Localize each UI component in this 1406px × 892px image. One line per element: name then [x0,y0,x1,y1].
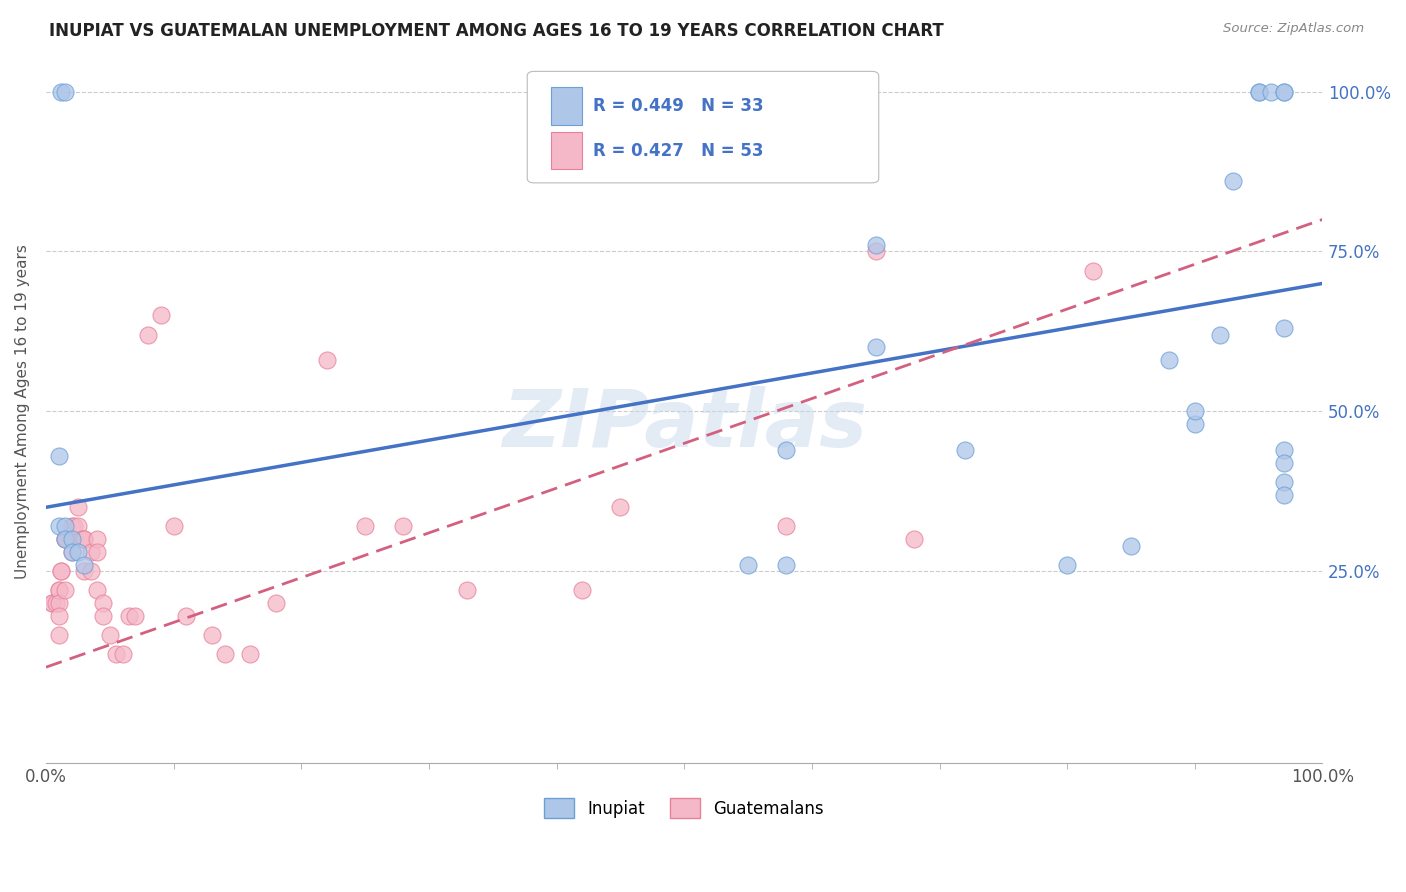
Point [214,648,236,662]
Point [63,519,86,533]
Point [1272,475,1295,489]
Point [98,628,121,642]
Point [800,85,823,99]
Point [79,564,101,578]
Text: R = 0.427   N = 53: R = 0.427 N = 53 [593,142,763,160]
Point [111,648,134,662]
Point [105,648,128,662]
Point [45,596,67,610]
Point [48,609,70,624]
Point [1184,404,1206,418]
Point [86,533,108,547]
Point [1272,85,1295,99]
Point [73,533,96,547]
Point [53,533,76,547]
Point [66,500,89,515]
Point [93,596,115,610]
Point [60,519,83,533]
Point [53,533,76,547]
Point [1222,174,1244,188]
Point [73,558,96,572]
Point [1081,263,1104,277]
Point [953,442,976,457]
Point [51,564,73,578]
Point [66,545,89,559]
Point [775,519,797,533]
Point [41,596,63,610]
Point [60,545,83,559]
Point [239,648,262,662]
Point [73,533,96,547]
Point [1247,85,1270,99]
Y-axis label: Unemployment Among Ages 16 to 19 years: Unemployment Among Ages 16 to 19 years [15,244,30,579]
Point [775,442,797,457]
Point [48,583,70,598]
Point [1184,417,1206,432]
Point [264,596,287,610]
Point [456,583,478,598]
Point [93,609,115,624]
Point [865,244,887,259]
Point [865,340,887,354]
Point [60,533,83,547]
Point [1272,442,1295,457]
Point [201,628,224,642]
Point [1272,85,1295,99]
Point [79,545,101,559]
Text: INUPIAT VS GUATEMALAN UNEMPLOYMENT AMONG AGES 16 TO 19 YEARS CORRELATION CHART: INUPIAT VS GUATEMALAN UNEMPLOYMENT AMONG… [49,22,943,40]
Point [48,596,70,610]
Point [775,558,797,572]
Point [1272,456,1295,470]
Point [1260,85,1282,99]
Point [571,583,593,598]
Point [53,533,76,547]
Point [53,583,76,598]
Point [60,545,83,559]
Point [51,85,73,99]
Point [70,533,93,547]
Point [86,545,108,559]
Point [53,519,76,533]
Point [53,85,76,99]
Point [737,558,759,572]
Point [1119,539,1142,553]
Point [1272,487,1295,501]
Point [48,519,70,533]
Point [124,609,146,624]
Legend: Inupiat, Guatemalans: Inupiat, Guatemalans [537,791,831,825]
Text: ZIPatlas: ZIPatlas [502,386,866,465]
Point [354,519,377,533]
Text: R = 0.449   N = 33: R = 0.449 N = 33 [593,97,763,115]
Point [73,564,96,578]
Point [48,628,70,642]
Point [48,449,70,463]
Point [1056,558,1078,572]
Point [903,533,925,547]
Point [176,609,198,624]
Point [1247,85,1270,99]
Point [392,519,415,533]
Point [1272,321,1295,335]
Point [48,583,70,598]
Point [162,519,184,533]
Point [1159,353,1181,368]
Point [865,238,887,252]
Point [1209,327,1232,342]
Point [118,609,141,624]
Point [51,564,73,578]
Point [86,583,108,598]
Text: Source: ZipAtlas.com: Source: ZipAtlas.com [1223,22,1364,36]
Point [149,309,172,323]
Point [609,500,631,515]
Point [66,519,89,533]
Point [41,596,63,610]
Point [315,353,337,368]
Point [136,327,159,342]
